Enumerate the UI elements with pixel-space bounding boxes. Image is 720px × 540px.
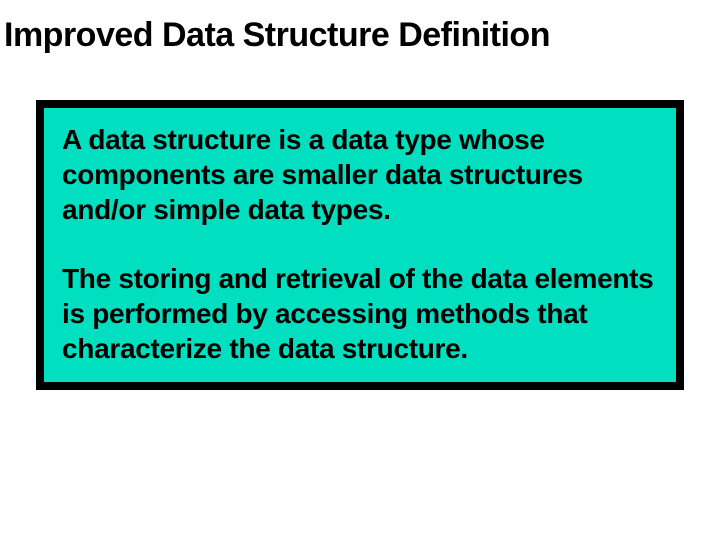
slide-title: Improved Data Structure Definition [4,16,716,55]
slide: Improved Data Structure Definition A dat… [0,0,720,540]
definition-box: A data structure is a data type whose co… [36,100,684,390]
definition-paragraph-2: The storing and retrieval of the data el… [62,261,658,366]
definition-paragraph-1: A data structure is a data type whose co… [62,122,658,227]
paragraph-gap [62,227,658,261]
